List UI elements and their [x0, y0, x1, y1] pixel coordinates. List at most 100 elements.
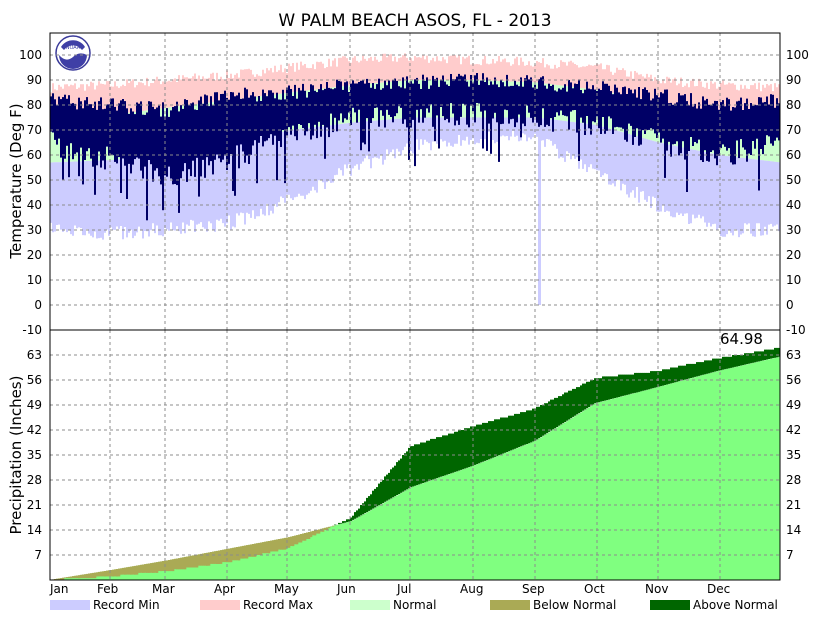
observed-day-bar	[362, 79, 364, 143]
observed-day-bar	[724, 106, 726, 147]
below-normal-bar	[144, 564, 147, 573]
below-normal-bar	[150, 563, 153, 573]
observed-day-bar	[228, 99, 230, 164]
above-normal-bar	[340, 522, 343, 524]
observed-day-bar	[514, 80, 516, 128]
above-normal-bar	[622, 374, 625, 396]
above-normal-bar	[404, 453, 407, 491]
above-normal-bar	[352, 515, 355, 520]
temp-tick-right: 80	[786, 98, 801, 112]
observed-day-bar	[692, 106, 694, 146]
observed-day-bar	[112, 98, 114, 156]
above-normal-bar	[568, 390, 571, 420]
observed-day-bar	[768, 104, 770, 137]
observed-day-bar	[432, 75, 434, 127]
observed-day-bar	[376, 84, 378, 108]
observed-day-bar	[598, 88, 600, 129]
below-normal-bar	[256, 543, 259, 555]
above-normal-bar	[500, 417, 503, 455]
above-normal-bar	[778, 347, 781, 357]
observed-day-bar	[682, 95, 684, 142]
observed-day-bar	[620, 94, 622, 128]
observed-day-bar	[108, 104, 110, 156]
below-normal-bar	[126, 567, 129, 575]
below-normal-bar	[224, 549, 227, 563]
above-normal-bar	[582, 383, 585, 411]
precip-tick-right: 56	[786, 373, 801, 387]
precip-tick-right: 42	[786, 423, 801, 437]
observed-day-bar	[98, 101, 100, 152]
below-normal-bar	[180, 557, 183, 570]
precip-tick-right: 14	[786, 523, 801, 537]
below-normal-bar	[252, 544, 255, 557]
above-normal-bar	[690, 363, 693, 378]
below-normal-bar	[316, 529, 319, 534]
observed-day-bar	[542, 76, 544, 109]
below-normal-bar	[156, 562, 159, 573]
observed-day-bar	[230, 92, 232, 154]
temp-tick-left: -10	[22, 323, 42, 337]
observed-day-bar	[428, 88, 430, 113]
observed-day-bar	[754, 104, 756, 149]
observed-day-bar	[196, 110, 198, 158]
observed-day-bar	[132, 111, 134, 165]
below-normal-bar	[62, 577, 65, 580]
above-normal-bar	[664, 369, 667, 385]
observed-day-bar	[236, 95, 238, 146]
below-normal-bar	[142, 564, 145, 573]
observed-day-bar	[476, 73, 478, 103]
above-normal-bar	[738, 355, 741, 366]
above-normal-bar	[370, 494, 373, 510]
above-normal-bar	[752, 353, 755, 363]
below-normal-bar	[218, 550, 221, 564]
below-normal-bar	[282, 538, 285, 550]
observed-day-bar	[54, 99, 56, 140]
observed-day-bar	[714, 100, 716, 159]
observed-day-bar	[702, 96, 704, 162]
observed-day-bar	[420, 89, 422, 110]
record-min-spike	[538, 130, 541, 305]
above-normal-bar	[566, 392, 569, 421]
observed-day-bar	[320, 84, 322, 137]
above-normal-bar	[394, 465, 397, 497]
below-normal-bar	[278, 539, 281, 550]
below-normal-bar	[308, 532, 311, 539]
below-normal-bar	[186, 556, 189, 568]
above-normal-bar	[656, 371, 659, 388]
observed-day-bar	[78, 97, 80, 177]
below-normal-bar	[162, 561, 165, 571]
below-normal-bar	[202, 553, 205, 566]
chart-title: W PALM BEACH ASOS, FL - 2013	[278, 11, 551, 31]
observed-day-bar	[340, 81, 342, 114]
precip-tick-right: 7	[786, 548, 794, 562]
below-normal-bar	[140, 564, 143, 573]
observed-day-bar	[198, 100, 200, 197]
observed-day-bar	[200, 96, 202, 177]
below-normal-bar	[108, 570, 111, 577]
observed-day-bar	[538, 79, 540, 127]
observed-day-bar	[398, 86, 400, 107]
above-normal-bar	[346, 519, 349, 523]
below-normal-bar	[244, 545, 247, 559]
above-normal-bar	[452, 433, 455, 473]
above-normal-bar	[626, 374, 629, 395]
month-label: Dec	[707, 582, 730, 596]
observed-day-bar	[704, 100, 706, 151]
above-normal-bar	[688, 363, 691, 379]
observed-day-bar	[716, 101, 718, 166]
observed-day-bar	[530, 77, 532, 118]
precip-tick-right: 63	[786, 348, 801, 362]
above-normal-bar	[702, 362, 705, 375]
above-normal-bar	[552, 399, 555, 430]
observed-day-bar	[710, 105, 712, 152]
temp-tick-right: -10	[786, 323, 806, 337]
observed-day-bar	[588, 88, 590, 129]
observed-day-bar	[500, 79, 502, 125]
observed-day-bar	[266, 96, 268, 141]
observed-day-bar	[480, 80, 482, 112]
above-normal-bar	[586, 381, 589, 409]
below-normal-bar	[182, 557, 185, 570]
above-normal-bar	[696, 362, 699, 377]
above-normal-bar	[686, 363, 689, 380]
observed-day-bar	[638, 87, 640, 146]
